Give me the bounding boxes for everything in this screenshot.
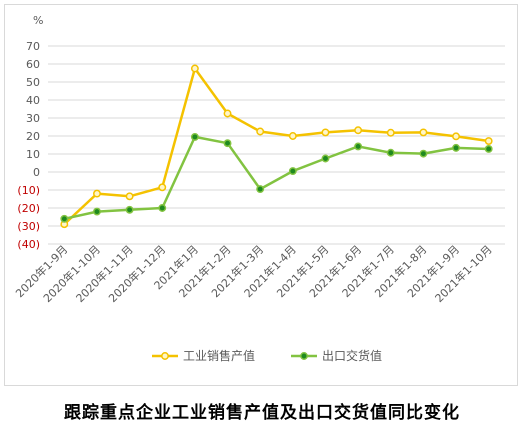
y-tick-label: 0 <box>33 166 40 179</box>
y-tick-label: (30) <box>17 220 40 233</box>
data-point <box>484 145 493 153</box>
data-point <box>452 143 460 152</box>
data-point <box>419 149 428 158</box>
data-point <box>158 204 167 212</box>
legend-label: 出口交货值 <box>322 348 382 363</box>
series-line-1 <box>63 67 489 226</box>
y-tick-label: 60 <box>26 58 40 71</box>
y-tick-label: (40) <box>17 238 40 251</box>
chart-frame <box>4 4 518 386</box>
data-point <box>419 128 428 137</box>
data-point <box>125 205 134 214</box>
data-point <box>93 207 101 216</box>
data-point <box>223 139 232 148</box>
y-tick-label: 30 <box>26 112 40 125</box>
y-unit-label: % <box>33 14 43 27</box>
legend-marker <box>161 352 169 360</box>
data-point <box>386 128 395 137</box>
x-tick-label: 2020年1-10月 <box>40 242 103 305</box>
x-tick-label: 2020年1-11月 <box>73 242 136 305</box>
data-point <box>288 132 297 140</box>
data-point <box>60 214 69 223</box>
y-tick-label: 70 <box>26 40 40 53</box>
y-tick-label: 50 <box>26 76 40 89</box>
grid-lines <box>48 45 505 245</box>
x-tick-label: 2021年1-10月 <box>432 242 495 305</box>
data-point <box>125 192 134 201</box>
y-tick-label: (10) <box>17 184 40 197</box>
line-chart: % 70 60 50 40 30 20 10 0 (10) (20) (30) (40) 2020年1… <box>12 14 505 363</box>
y-tick-label: 20 <box>26 130 40 143</box>
chart-caption: 跟踪重点企业工业销售产值及出口交货值同比变化 <box>64 403 460 423</box>
data-point <box>256 127 265 136</box>
data-point <box>321 128 330 137</box>
legend: 工业销售产值 出口交货值 <box>152 348 382 363</box>
legend-marker <box>300 352 308 360</box>
data-point <box>321 154 330 163</box>
data-point <box>223 109 232 118</box>
x-axis-ticks: 2020年1-9月2020年1-10月2020年1-11月2020年1-12月2… <box>12 242 494 305</box>
data-point <box>93 189 101 198</box>
data-point <box>256 185 265 194</box>
data-point <box>354 142 363 151</box>
y-tick-label: (20) <box>17 202 40 215</box>
data-point <box>484 137 493 145</box>
series-lines <box>60 64 493 229</box>
data-point <box>386 148 395 157</box>
x-tick-label: 2020年1-12月 <box>105 242 168 305</box>
series-line-2 <box>64 135 489 221</box>
data-point <box>288 167 297 176</box>
data-point <box>190 64 199 73</box>
y-tick-label: 10 <box>26 148 40 161</box>
data-point <box>158 183 167 192</box>
data-point <box>354 126 363 135</box>
y-tick-label: 40 <box>26 94 40 107</box>
data-point <box>190 132 199 141</box>
data-point <box>452 132 460 141</box>
y-axis-ticks: 70 60 50 40 30 20 10 0 (10) (20) (30) (40) <box>17 40 40 251</box>
legend-label: 工业销售产值 <box>183 348 255 363</box>
